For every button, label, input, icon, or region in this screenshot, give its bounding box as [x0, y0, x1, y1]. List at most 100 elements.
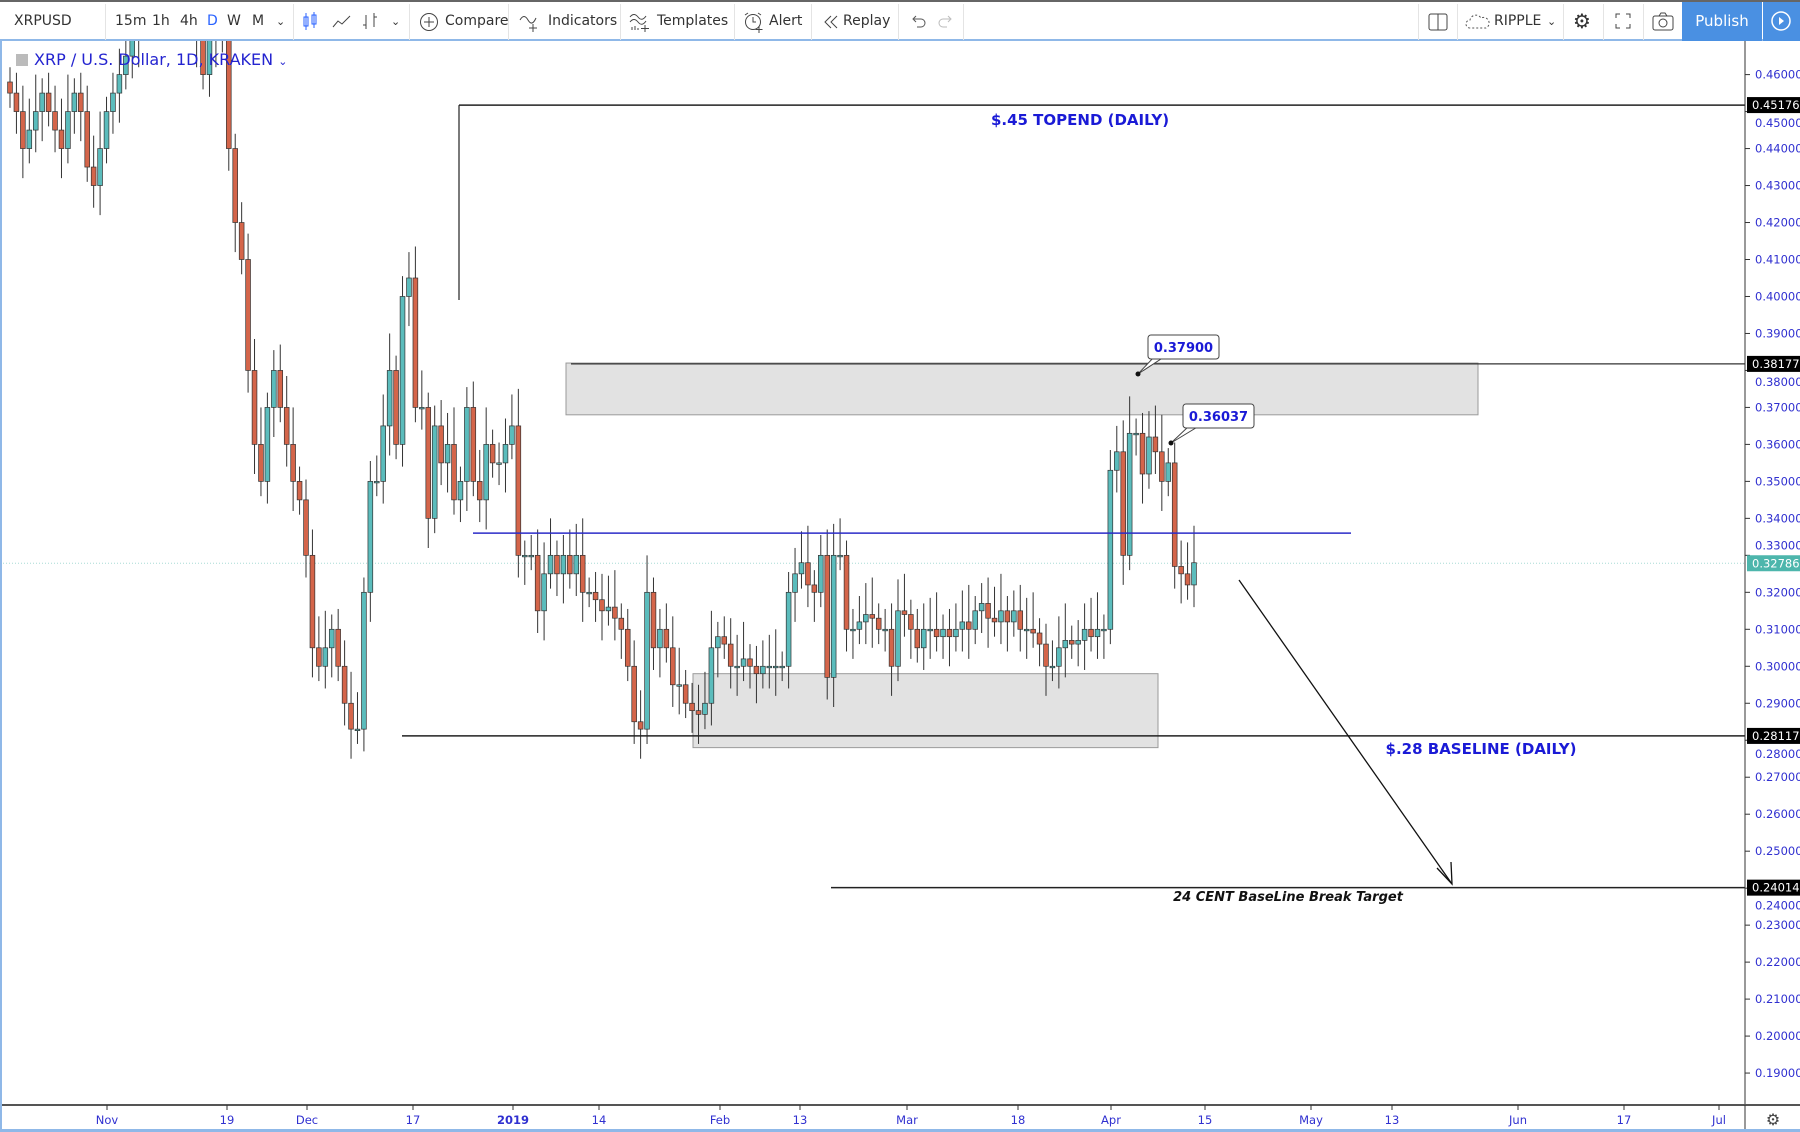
- price-tick-label: 0.32000: [1755, 585, 1800, 599]
- candle: [715, 621, 721, 678]
- candles-icon[interactable]: [302, 12, 318, 32]
- candle: [1178, 540, 1184, 604]
- indicators-button[interactable]: Indicators: [548, 13, 618, 29]
- line-chart-icon[interactable]: [332, 12, 352, 32]
- split-layout-icon[interactable]: [1428, 12, 1448, 32]
- candle-body-down: [747, 658, 753, 667]
- candle-body-down: [20, 111, 26, 149]
- cloud-icon[interactable]: [1465, 12, 1491, 32]
- replay-icon[interactable]: [823, 14, 839, 30]
- candle: [470, 381, 477, 497]
- candle-body-down: [721, 636, 728, 645]
- candle: [631, 640, 637, 744]
- gear-icon[interactable]: ⚙: [1573, 9, 1591, 33]
- price-marker: [1747, 555, 1800, 572]
- candle: [966, 584, 972, 659]
- candle: [940, 614, 946, 659]
- candle-body-up: [39, 92, 45, 112]
- candle: [901, 573, 908, 637]
- candle: [946, 608, 953, 667]
- candle-body-down: [476, 481, 483, 501]
- candle-body-up: [1114, 451, 1120, 471]
- alarm-clock-icon[interactable]: [743, 12, 765, 34]
- interval-1h[interactable]: 1h: [152, 13, 170, 29]
- symbol-search[interactable]: XRPUSD: [14, 13, 72, 29]
- candle-body-up: [573, 554, 580, 575]
- price-tick-label: 0.43000: [1755, 179, 1800, 193]
- indicators-icon[interactable]: [519, 12, 541, 32]
- candle: [431, 405, 438, 534]
- candle-body-down: [84, 111, 90, 168]
- candle-body-down: [727, 643, 734, 667]
- bar-chart-icon[interactable]: [362, 12, 378, 32]
- candle-body-up: [380, 425, 386, 482]
- price-tick-label: 0.27000: [1755, 770, 1800, 784]
- interval-4h[interactable]: 4h: [180, 13, 198, 29]
- interval-w[interactable]: W: [227, 13, 241, 29]
- interval-m[interactable]: M: [252, 13, 265, 29]
- divider: [508, 4, 509, 40]
- candle: [579, 518, 586, 622]
- candle-body-down: [341, 665, 348, 704]
- candle-body-down: [966, 621, 972, 630]
- fullscreen-icon[interactable]: [1614, 12, 1632, 30]
- candle-body-up: [361, 591, 367, 730]
- divider: [409, 4, 410, 40]
- candle-body-up: [123, 55, 129, 75]
- candle-body-down: [1030, 628, 1036, 634]
- price-tick-label: 0.46000: [1755, 68, 1800, 82]
- candle-body-up: [657, 628, 663, 649]
- candle: [386, 333, 393, 456]
- candle: [650, 577, 657, 670]
- trend-arrow-line: [1238, 579, 1453, 885]
- candle-body-up: [586, 591, 592, 595]
- candle: [20, 85, 26, 179]
- publish-button[interactable]: Publish: [1682, 2, 1762, 41]
- alert-button[interactable]: Alert: [769, 13, 803, 29]
- templates-icon[interactable]: [628, 12, 652, 32]
- plus-circle-icon[interactable]: [419, 12, 439, 32]
- candle-body-down: [290, 444, 296, 482]
- candle: [567, 529, 573, 589]
- series-legend[interactable]: XRP / U.S. Dollar, 1D, KRAKEN ⌄: [16, 50, 287, 69]
- price-marker-label: 0.28117: [1752, 729, 1800, 743]
- candle: [895, 579, 901, 682]
- axis-settings-gear-icon[interactable]: ⚙: [1766, 1110, 1780, 1129]
- play-button[interactable]: [1763, 2, 1800, 41]
- redo-icon[interactable]: [938, 14, 954, 30]
- candle-body-down: [554, 554, 560, 575]
- replay-button[interactable]: Replay: [843, 13, 891, 29]
- candle-body-down: [869, 614, 876, 619]
- camera-icon[interactable]: [1652, 12, 1674, 32]
- candle: [489, 429, 496, 478]
- price-chart[interactable]: $.45 TOPEND (DAILY) $.28 BASELINE (DAILY)…: [0, 41, 1800, 1132]
- candle-body-down: [753, 665, 760, 675]
- layout-chevron-down-icon[interactable]: ⌄: [1547, 15, 1557, 28]
- undo-icon[interactable]: [910, 14, 926, 30]
- chart-type-chevron-down-icon[interactable]: ⌄: [391, 15, 401, 28]
- layout-name[interactable]: RIPPLE: [1494, 13, 1542, 29]
- candle: [90, 135, 97, 208]
- candle: [374, 455, 380, 497]
- legend-chevron-down-icon[interactable]: ⌄: [278, 55, 288, 68]
- interval-chevron-down-icon[interactable]: ⌄: [276, 15, 286, 28]
- candle: [7, 67, 13, 108]
- time-tick-label: Nov: [96, 1113, 119, 1127]
- candle: [425, 392, 432, 548]
- compare-button[interactable]: Compare: [445, 13, 509, 29]
- candle: [399, 276, 406, 467]
- interval-15m[interactable]: 15m: [115, 13, 147, 29]
- candle-body-down: [251, 370, 258, 445]
- candle-body-down: [579, 554, 586, 593]
- templates-button[interactable]: Templates: [657, 13, 729, 29]
- candle: [502, 418, 509, 493]
- candle-body-up: [644, 591, 650, 730]
- price-tick-label: 0.19000: [1755, 1066, 1800, 1080]
- interval-d[interactable]: D: [207, 13, 218, 29]
- candle: [1043, 623, 1049, 696]
- candle-body-up: [354, 728, 361, 731]
- candle-body-up: [715, 636, 721, 649]
- candle-body-up: [734, 665, 740, 669]
- candle-body-up: [509, 425, 515, 445]
- candle: [1068, 625, 1075, 659]
